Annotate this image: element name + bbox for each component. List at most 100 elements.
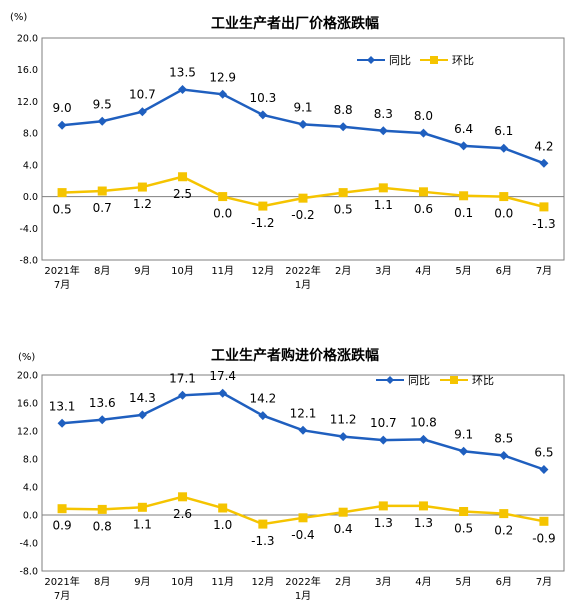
y-tick-label: 8.0 <box>23 129 38 140</box>
data-label: 0.5 <box>454 522 473 536</box>
x-tick-label: 7月 <box>536 576 552 588</box>
y-tick-label: 0.0 <box>23 511 38 522</box>
legend-label-0: 同比 <box>408 374 430 387</box>
data-point <box>338 507 348 517</box>
data-point <box>57 120 67 130</box>
y-tick-label: 16.0 <box>17 399 38 410</box>
data-label: -1.3 <box>251 534 274 548</box>
data-label: 17.4 <box>209 369 236 383</box>
data-label: 0.8 <box>93 519 112 533</box>
data-label: 0.9 <box>53 519 72 533</box>
data-label: 0.2 <box>494 524 513 538</box>
y-tick-label: -8.0 <box>19 567 38 578</box>
data-point <box>137 502 147 512</box>
y-tick-label: 4.0 <box>23 160 38 171</box>
data-point <box>539 465 549 474</box>
data-point <box>459 191 469 201</box>
legend-marker-0 <box>367 56 375 64</box>
x-tick-label: 11月 <box>211 576 234 588</box>
data-point <box>378 501 388 511</box>
data-point <box>178 172 188 182</box>
x-tick-label: 2021年 7月 <box>44 264 79 291</box>
data-point <box>378 126 388 136</box>
data-label: 9.0 <box>53 101 72 115</box>
y-tick-label: 0.0 <box>23 192 38 203</box>
input-price-chart: 工业生产者购进价格涨跌幅 (%) 20.0 16.0 12.0 8.0 4.0 0.0 -4… <box>17 347 565 602</box>
x-tick-label: 3月 <box>375 576 391 588</box>
data-label: 0.6 <box>414 202 433 216</box>
data-point <box>97 504 107 514</box>
data-label: 10.8 <box>410 415 437 429</box>
data-label: 6.5 <box>534 446 553 460</box>
x-tick-label: 2月 <box>335 265 351 277</box>
data-point <box>338 432 348 442</box>
data-label: 12.1 <box>290 406 317 420</box>
data-point <box>418 187 428 197</box>
output-price-chart: 工业生产者出厂价格涨跌幅 (%) 20.0 16.0 12.0 8.0 4.0 0.0 -4… <box>10 12 565 291</box>
data-point <box>459 446 469 456</box>
data-point <box>378 435 388 445</box>
x-tick-label: 5月 <box>455 576 471 588</box>
plot-area <box>41 37 565 261</box>
y-tick-label: 12.0 <box>17 97 38 108</box>
data-label: 1.1 <box>374 198 393 212</box>
data-point <box>338 188 348 198</box>
data-label: 14.2 <box>249 392 276 406</box>
y-tick-label: -4.0 <box>19 539 38 550</box>
data-label: -0.9 <box>532 531 555 545</box>
data-label: 0.4 <box>334 522 353 536</box>
data-point <box>258 201 268 211</box>
x-tick-label: 12月 <box>251 265 274 277</box>
x-tick-label: 6月 <box>496 576 512 588</box>
data-point <box>97 415 107 425</box>
data-label: 11.2 <box>330 413 357 427</box>
data-label: -0.4 <box>291 528 314 542</box>
legend: 同比 环比 <box>357 54 474 67</box>
data-point <box>57 188 67 198</box>
data-point <box>539 516 549 526</box>
data-label: 1.1 <box>133 517 152 531</box>
data-label: 9.1 <box>454 427 473 441</box>
data-point <box>338 122 348 132</box>
data-point <box>258 519 268 529</box>
data-point <box>258 411 268 421</box>
x-tick-label: 6月 <box>496 265 512 277</box>
data-point <box>499 143 509 153</box>
data-label: 0.0 <box>494 207 513 221</box>
x-tick-label: 2月 <box>335 576 351 588</box>
data-point <box>57 418 67 428</box>
data-label: 13.1 <box>49 399 76 413</box>
data-label: 13.6 <box>89 396 116 410</box>
y-tick-label: 20.0 <box>17 34 38 45</box>
data-point <box>418 501 428 511</box>
y-tick-label: -8.0 <box>19 256 38 267</box>
data-point <box>258 110 268 120</box>
data-label: 1.3 <box>414 516 433 530</box>
data-point <box>178 492 188 502</box>
data-point <box>137 410 147 420</box>
data-label: 8.0 <box>414 109 433 123</box>
data-label: 13.5 <box>169 66 196 80</box>
y-unit-label: (%) <box>10 12 27 23</box>
data-label: 2.6 <box>173 507 192 521</box>
data-label: 0.5 <box>334 203 353 217</box>
data-label: 6.4 <box>454 122 473 136</box>
data-point <box>298 119 308 129</box>
data-label: 17.1 <box>169 371 196 385</box>
y-tick-label: 4.0 <box>23 483 38 494</box>
data-point <box>298 193 308 203</box>
data-point <box>499 509 509 519</box>
x-tick-label: 2022年 1月 <box>285 264 320 291</box>
data-point <box>218 503 228 513</box>
y-tick-label: 12.0 <box>17 427 38 438</box>
x-tick-label: 5月 <box>455 265 471 277</box>
data-label: 9.1 <box>293 100 312 114</box>
data-label: 2.5 <box>173 187 192 201</box>
data-point <box>178 85 188 95</box>
data-label: 12.9 <box>209 70 236 84</box>
data-point <box>459 141 469 151</box>
data-point <box>418 128 428 138</box>
y-unit-label: (%) <box>18 352 35 363</box>
legend-label-0: 同比 <box>389 54 411 67</box>
data-label: 10.7 <box>129 88 156 102</box>
